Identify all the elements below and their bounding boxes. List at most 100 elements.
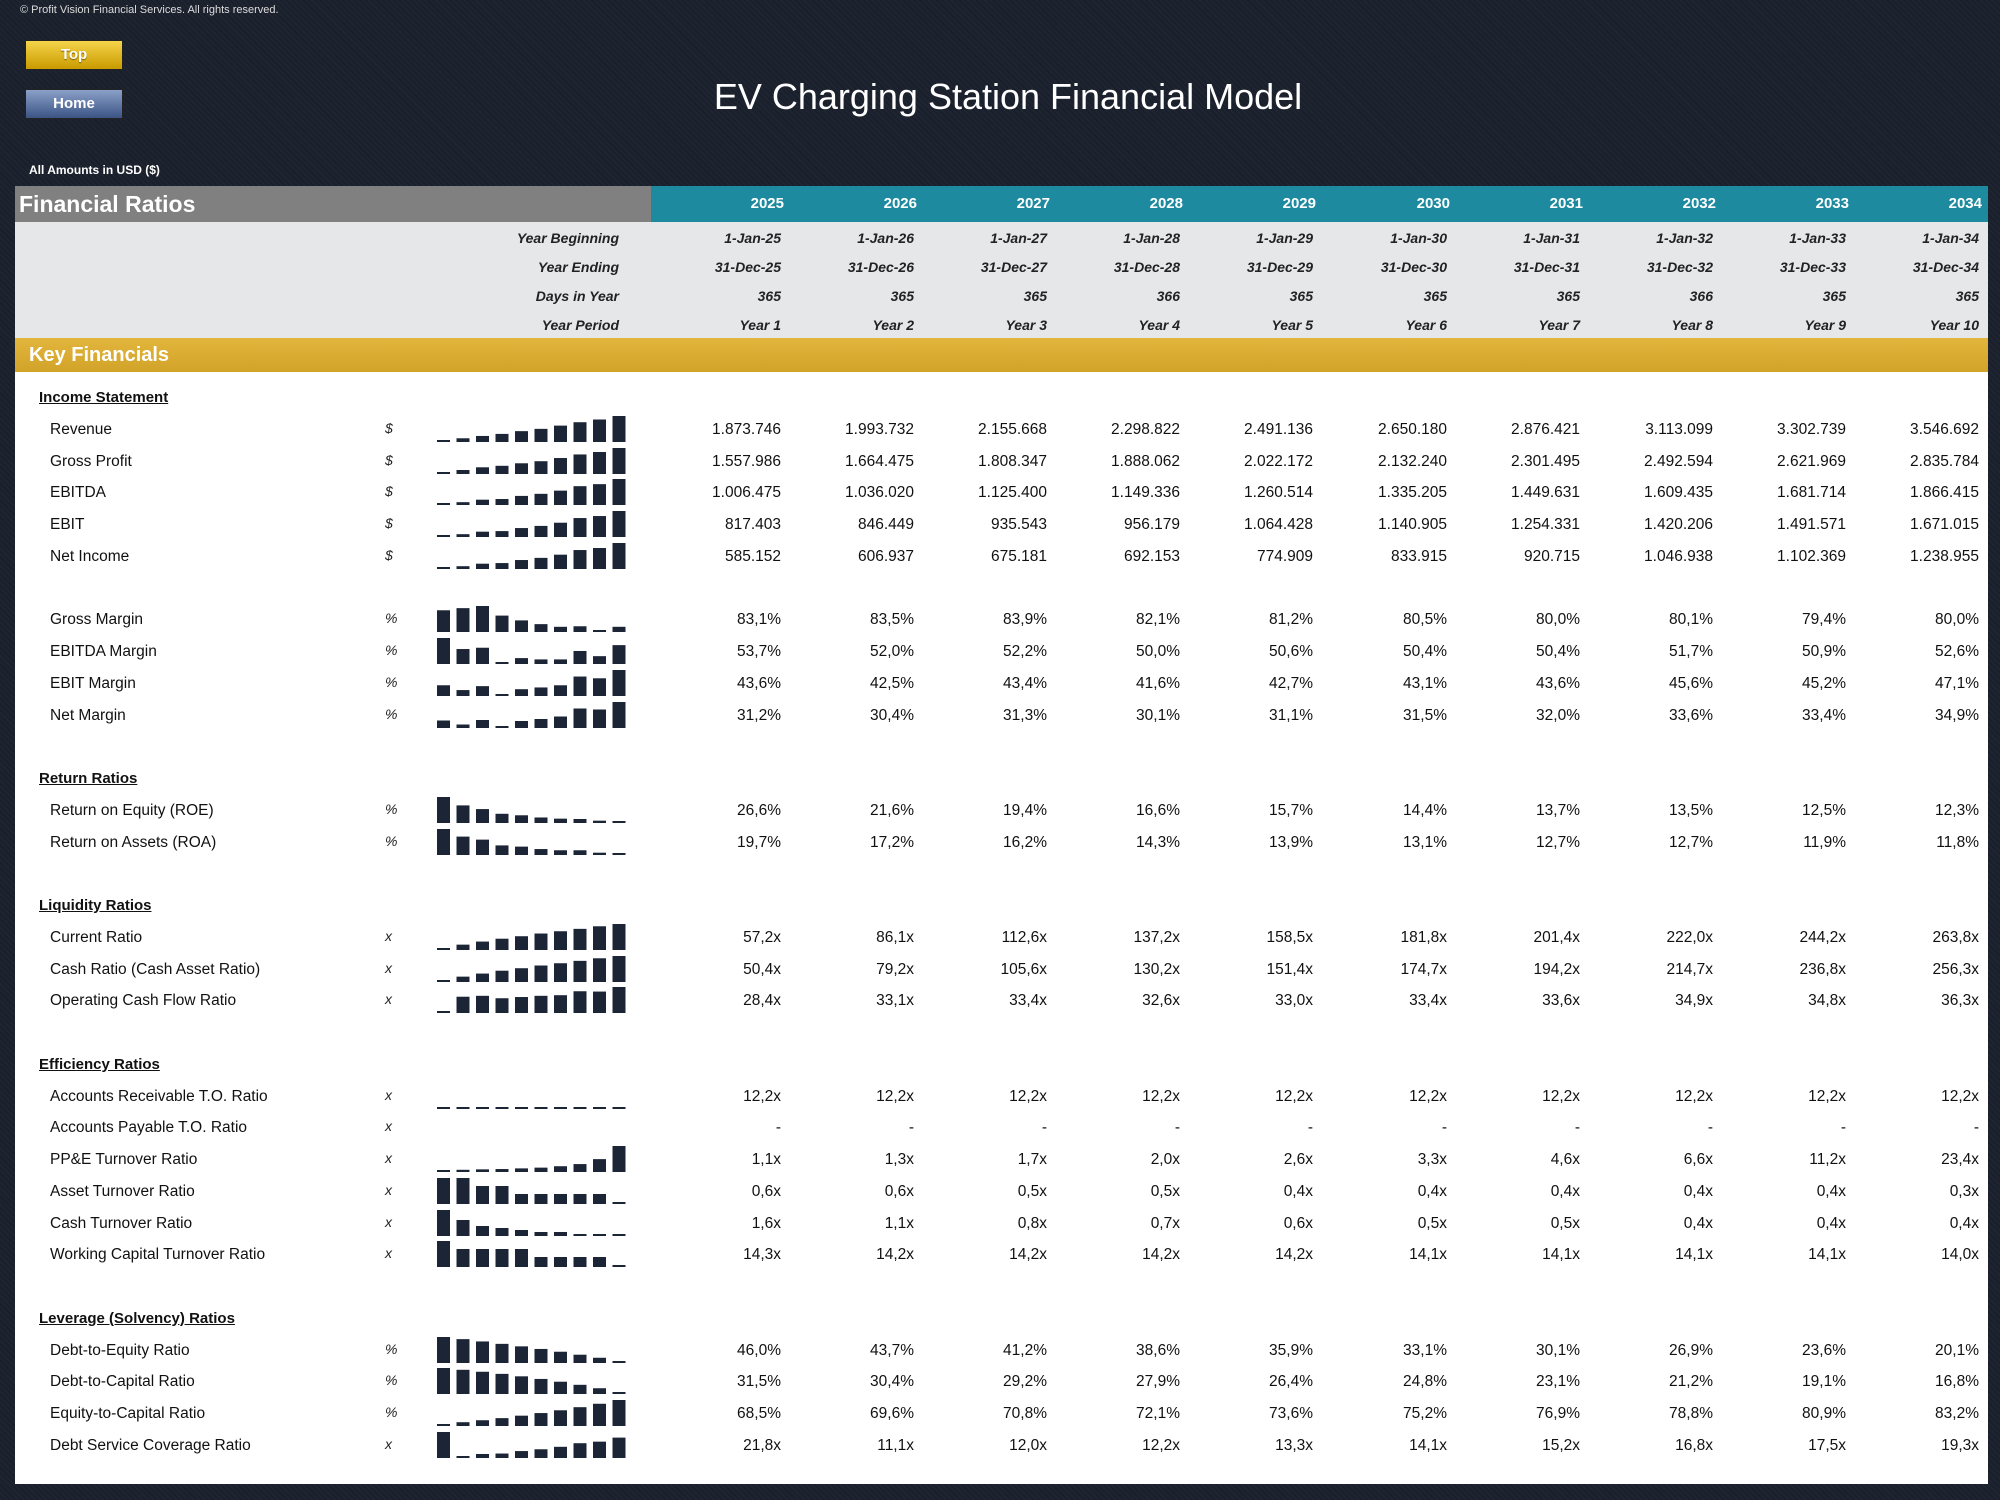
value-cell: 34,8x: [1808, 992, 1846, 1010]
value-cell: 15,2x: [1542, 1436, 1580, 1454]
row-label: Asset Turnover Ratio: [50, 1182, 195, 1200]
sparkline-bar: [534, 848, 548, 855]
value-cell: 1.102.369: [1777, 547, 1846, 565]
row-label: Cash Ratio (Cash Asset Ratio): [50, 960, 261, 978]
sparkline-bar: [593, 852, 606, 855]
value-cell: 1.125.400: [978, 484, 1047, 502]
value-cell: 21,6%: [870, 801, 914, 819]
value-cell: 36,3x: [1941, 992, 1979, 1010]
value-cell: 80,0%: [1935, 611, 1979, 629]
sparkline: [435, 1113, 635, 1141]
value-cell: 45,2%: [1802, 674, 1846, 692]
sparkline-bar: [554, 1257, 567, 1268]
value-cell: -: [1174, 1119, 1180, 1137]
sparkline-bar: [593, 547, 606, 569]
sparkline-bar: [612, 1106, 626, 1109]
value-cell: 80,5%: [1403, 611, 1447, 629]
sparkline-bar: [554, 1410, 567, 1426]
sparkline-bar: [476, 996, 489, 1014]
row-unit: x: [385, 1086, 392, 1103]
value-cell: 42,5%: [870, 674, 914, 692]
sparkline-bar: [573, 676, 587, 696]
sparkline-bar: [437, 1368, 450, 1395]
sparkline-bar: [476, 1453, 489, 1458]
value-cell: 35,9%: [1269, 1341, 1313, 1359]
sparkline-bar: [554, 554, 567, 569]
sparkline: [435, 701, 635, 729]
sparkline-bar: [456, 1249, 470, 1268]
value-cell: 41,2%: [1003, 1341, 1047, 1359]
value-cell: 32,6x: [1142, 992, 1180, 1010]
value-cell: 0,6x: [751, 1182, 781, 1200]
year-header-2: 2026: [883, 195, 917, 212]
value-cell: 43,1%: [1403, 674, 1447, 692]
sparkline-bar: [495, 1418, 509, 1426]
date-cell: 365: [1822, 288, 1846, 304]
sparkline-bar: [573, 1106, 587, 1109]
year-header-7: 2031: [1549, 195, 1583, 212]
sparkline-bar: [534, 659, 548, 664]
value-cell: 33,4%: [1802, 706, 1846, 724]
value-cell: 50,0%: [1136, 643, 1180, 660]
value-cell: 3.302.739: [1777, 420, 1846, 438]
value-cell: 0,6x: [1283, 1214, 1313, 1232]
sparkline: [435, 986, 635, 1014]
value-cell: 14,3x: [743, 1246, 781, 1264]
row-unit: x: [385, 1245, 392, 1262]
value-cell: 23,4x: [1941, 1151, 1979, 1168]
home-button[interactable]: Home: [25, 89, 123, 119]
sparkline-bar: [495, 1343, 509, 1363]
sparkline-bar: [554, 685, 567, 696]
sparkline-bar: [437, 471, 450, 474]
value-cell: 1.671.015: [1910, 516, 1979, 533]
top-button[interactable]: Top: [25, 40, 123, 70]
value-cell: 42,7%: [1269, 674, 1313, 692]
copyright-text: © Profit Vision Financial Services. All …: [20, 4, 279, 16]
value-cell: -: [1973, 1119, 1979, 1137]
value-cell: -: [1441, 1119, 1447, 1137]
sparkline: [435, 1177, 635, 1205]
sparkline-bar: [534, 624, 548, 633]
sparkline-bar: [554, 1166, 567, 1172]
sparkline-bar: [515, 496, 528, 506]
row-unit: $: [385, 451, 393, 468]
value-cell: 3.546.692: [1910, 420, 1979, 438]
sparkline-bar: [476, 1420, 489, 1426]
sparkline-bar: [515, 688, 528, 696]
sparkline-bar: [495, 693, 509, 696]
sparkline-bar: [437, 1336, 450, 1363]
row-unit: x: [385, 1150, 392, 1166]
sparkline-bar: [554, 1351, 567, 1363]
sparkline-bar: [534, 428, 548, 442]
row-unit: x: [385, 927, 392, 944]
value-cell: 3,3x: [1417, 1151, 1447, 1168]
sparkline-chart: [437, 638, 626, 664]
sparkline-bar: [515, 528, 528, 537]
row-unit: %: [385, 800, 398, 817]
value-cell: -: [1574, 1119, 1580, 1137]
date-cell: 1-Jan-28: [1123, 230, 1180, 246]
value-cell: 38,6%: [1136, 1341, 1180, 1359]
sparkline-bar: [456, 1106, 470, 1109]
sparkline-bar: [515, 559, 528, 569]
sparkline-bar: [612, 1146, 626, 1172]
sparkline-bar: [534, 1106, 548, 1109]
value-cell: 236,8x: [1799, 960, 1846, 978]
sparkline-bar: [593, 516, 606, 537]
sparkline-bar: [495, 970, 509, 982]
value-cell: 2.301.495: [1511, 452, 1580, 470]
value-cell: 606.937: [857, 547, 914, 565]
value-cell: 817.403: [724, 516, 781, 533]
sparkline: [435, 542, 635, 570]
value-cell: 2.876.421: [1511, 420, 1580, 438]
value-cell: 12,2x: [1142, 1087, 1180, 1105]
date-band: Year Beginning 1-Jan-25 1-Jan-26 1-Jan-27 1-…: [15, 222, 1988, 338]
value-cell: 26,4%: [1269, 1373, 1313, 1391]
sparkline-chart: [437, 511, 626, 537]
sparkline: [435, 637, 635, 665]
sparkline-bar: [515, 430, 528, 442]
value-cell: 30,4%: [870, 706, 914, 724]
value-cell: 14,3%: [1136, 833, 1180, 851]
sparkline-bar: [437, 1209, 450, 1236]
value-cell: 2.132.240: [1378, 452, 1447, 470]
